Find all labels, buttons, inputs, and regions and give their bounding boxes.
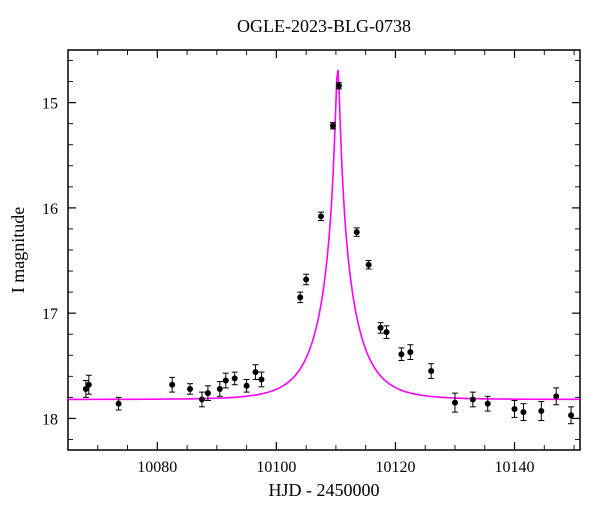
data-point [539,409,544,414]
x-tick-label: 10120 [375,459,415,476]
data-point [378,325,383,330]
data-point [86,382,91,387]
x-tick-label: 10080 [137,459,177,476]
y-tick-label: 15 [42,96,58,113]
data-point [470,397,475,402]
data-point [408,350,413,355]
data-point [384,330,389,335]
y-tick-label: 17 [42,306,58,323]
data-point [116,401,121,406]
data-point [304,277,309,282]
y-tick-label: 18 [42,411,58,428]
chart-title: OGLE-2023-BLG-0738 [237,16,411,36]
data-series [83,83,574,424]
data-point [569,413,574,418]
y-axis-title: I magnitude [8,207,28,293]
data-point [205,391,210,396]
data-point [521,410,526,415]
data-point [319,214,324,219]
data-point [244,383,249,388]
data-point [336,83,341,88]
data-point [199,397,204,402]
data-point [354,230,359,235]
y-tick-label: 16 [42,201,58,218]
data-point [330,123,335,128]
data-point [452,400,457,405]
plot-frame [68,50,580,450]
data-point [429,369,434,374]
data-point [298,295,303,300]
model-curve [68,70,580,399]
data-point [223,378,228,383]
data-point [170,382,175,387]
chart-svg: OGLE-2023-BLG-0738 10080 10100 10120 10140 15… [0,0,600,512]
x-axis-title: HJD - 2450000 [269,480,380,500]
data-point [217,386,222,391]
x-tick-label: 10140 [495,459,535,476]
data-point [188,386,193,391]
data-point [512,406,517,411]
data-point [366,262,371,267]
data-point [399,352,404,357]
data-point [259,377,264,382]
chart-container: { "chart": { "type": "scatter", "title":… [0,0,600,512]
x-tick-label: 10100 [256,459,296,476]
data-point [554,394,559,399]
data-point [232,376,237,381]
data-point [253,370,258,375]
data-point [485,401,490,406]
